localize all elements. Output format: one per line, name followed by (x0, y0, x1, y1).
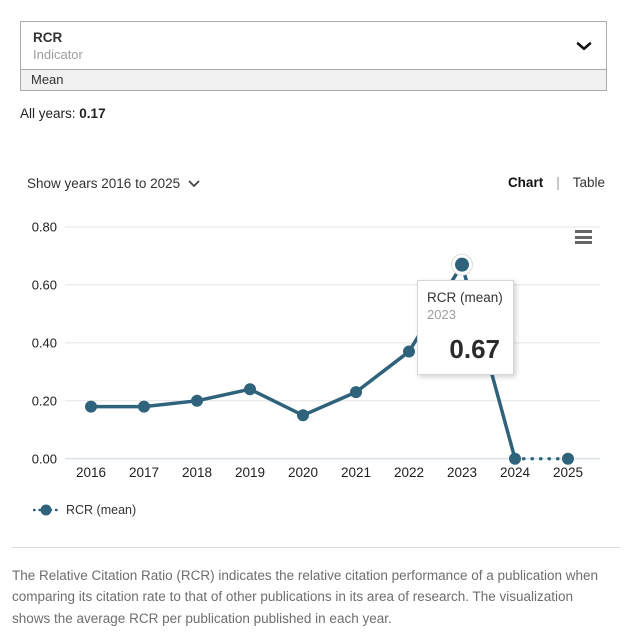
legend-label: RCR (mean) (66, 503, 137, 517)
chart-menu-icon[interactable] (575, 230, 592, 244)
svg-text:2022: 2022 (394, 465, 424, 480)
tooltip-year: 2023 (427, 307, 456, 322)
svg-text:0.20: 0.20 (32, 393, 57, 408)
svg-text:2019: 2019 (235, 465, 265, 480)
svg-text:2024: 2024 (500, 465, 531, 480)
svg-text:2017: 2017 (129, 465, 159, 480)
suboption-label: Mean (31, 72, 64, 87)
tab-table[interactable]: Table (572, 175, 605, 190)
chevron-down-icon (188, 176, 200, 191)
divider (12, 547, 620, 548)
all-years-label: All years: (20, 106, 76, 121)
all-years-summary: All years: 0.17 (20, 106, 106, 121)
svg-text:2025: 2025 (553, 465, 583, 480)
svg-text:2016: 2016 (76, 465, 106, 480)
indicator-selected-value: RCR (33, 30, 63, 45)
indicator-field-label: Indicator (33, 47, 83, 62)
indicator-suboption-mean[interactable]: Mean (21, 69, 606, 90)
indicator-dropdown-main[interactable]: RCR Indicator (21, 22, 606, 69)
tooltip-series-name: RCR (mean) (427, 290, 503, 305)
tab-separator: | (556, 175, 560, 190)
svg-text:2020: 2020 (288, 465, 318, 480)
tab-chart[interactable]: Chart (507, 175, 544, 190)
svg-text:0.80: 0.80 (32, 219, 57, 234)
chart-tooltip: RCR (mean) 2023 0.67 (417, 280, 514, 375)
chevron-down-icon (576, 38, 592, 56)
svg-text:0.00: 0.00 (32, 451, 57, 466)
svg-text:2023: 2023 (447, 465, 477, 480)
view-tabs: Chart | Table (508, 175, 605, 190)
footer-description: The Relative Citation Ratio (RCR) indica… (12, 567, 599, 626)
show-years-control[interactable]: Show years 2016 to 2025 (27, 176, 200, 191)
all-years-value: 0.17 (79, 106, 106, 121)
chart-canvas[interactable]: 0.00 0.20 0.40 0.60 0.80 2016 2017 2018 2019 2020… (0, 215, 633, 495)
svg-text:0.40: 0.40 (32, 335, 57, 350)
svg-text:0.60: 0.60 (32, 277, 57, 292)
legend-marker-icon (33, 504, 59, 516)
legend-item-rcr-mean[interactable]: RCR (mean) (33, 503, 136, 517)
tooltip-value: 0.67 (449, 334, 500, 364)
show-years-label: Show years 2016 to 2025 (27, 176, 181, 191)
svg-text:2018: 2018 (182, 465, 212, 480)
svg-text:2021: 2021 (341, 465, 371, 480)
indicator-dropdown[interactable]: RCR Indicator Mean (20, 21, 607, 91)
